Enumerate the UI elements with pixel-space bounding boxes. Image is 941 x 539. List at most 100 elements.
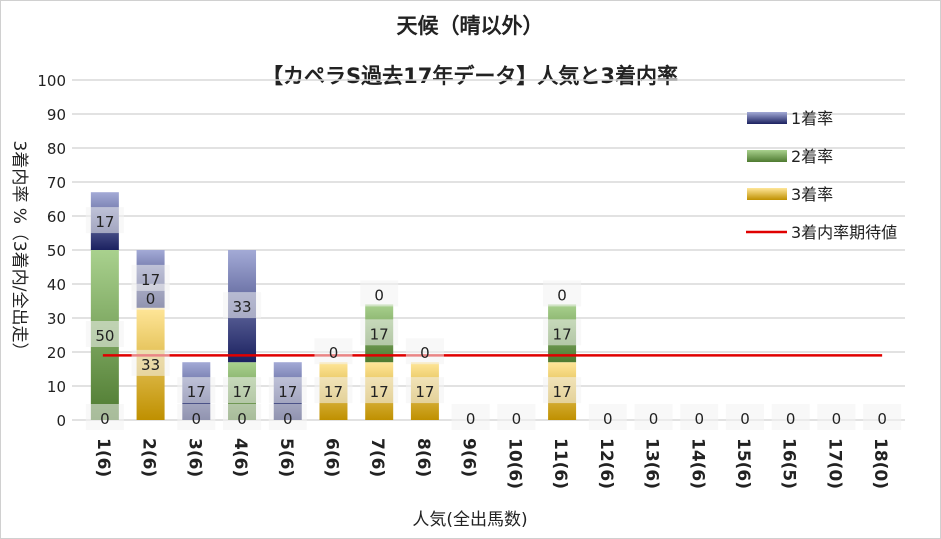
legend-swatch xyxy=(747,112,787,124)
x-tick-label: 2(6) xyxy=(139,438,159,477)
data-label-bg xyxy=(451,404,490,430)
data-label: 0 xyxy=(740,410,750,428)
data-label-bg xyxy=(223,377,262,404)
data-label: 0 xyxy=(786,410,796,428)
data-label: 17 xyxy=(415,383,434,401)
data-label: 17 xyxy=(553,325,572,343)
data-label-bg xyxy=(360,377,399,404)
data-label-bg xyxy=(817,404,856,430)
x-tick-label: 18(0) xyxy=(870,438,890,489)
x-tick-label: 1(6) xyxy=(93,438,113,477)
x-axis-label: 人気(全出馬数) xyxy=(412,510,527,530)
x-tick-label: 10(6) xyxy=(504,438,524,489)
data-label: 50 xyxy=(95,327,114,345)
data-label-bg xyxy=(634,404,673,430)
data-label: 17 xyxy=(232,383,251,401)
legend-label: 1着率 xyxy=(791,109,833,128)
data-label-bg xyxy=(725,404,764,430)
data-label-bg xyxy=(177,377,216,404)
data-label: 0 xyxy=(374,286,384,304)
data-label: 33 xyxy=(232,298,251,316)
x-tick-label: 15(6) xyxy=(733,438,753,489)
x-tick-label: 14(6) xyxy=(687,438,707,489)
data-label: 0 xyxy=(649,410,659,428)
legend-label: 3着内率期待値 xyxy=(791,223,897,242)
data-label-bg xyxy=(131,349,170,376)
data-label: 0 xyxy=(603,410,613,428)
y-tick-label: 20 xyxy=(47,344,66,362)
x-tick-label: 16(5) xyxy=(779,438,799,489)
data-label-bg xyxy=(588,404,627,430)
data-label: 0 xyxy=(329,344,339,362)
data-label: 0 xyxy=(466,410,476,428)
data-label: 17 xyxy=(187,383,206,401)
y-tick-label: 70 xyxy=(47,174,66,192)
data-label-bg xyxy=(314,338,353,365)
data-label: 17 xyxy=(370,383,389,401)
data-label: 0 xyxy=(694,410,704,428)
data-label-bg xyxy=(85,207,124,234)
data-label-bg xyxy=(543,280,582,307)
y-axis-label: 3着内率 %（3着内/全出走） xyxy=(9,141,29,360)
data-label: 17 xyxy=(324,383,343,401)
data-label: 0 xyxy=(877,410,887,428)
chart-title: 天候（晴以外） xyxy=(397,14,544,38)
data-label-bg xyxy=(360,280,399,307)
data-label-bg xyxy=(85,321,124,347)
data-label: 17 xyxy=(278,383,297,401)
data-label-bg xyxy=(268,404,307,430)
y-tick-label: 90 xyxy=(47,106,66,124)
y-tick-label: 30 xyxy=(47,310,66,328)
chart-subtitle: 【カペラS過去17年データ】人気と3着内率 xyxy=(262,64,678,88)
data-label-bg xyxy=(131,264,170,291)
legend-swatch xyxy=(747,150,787,162)
data-label: 17 xyxy=(141,271,160,289)
legend: 1着率 2着率 3着率 3着内率期待値 xyxy=(746,109,897,242)
data-label: 17 xyxy=(370,325,389,343)
data-label-bg xyxy=(405,377,444,404)
y-tick-label: 0 xyxy=(56,412,66,430)
data-label: 0 xyxy=(512,410,522,428)
data-label: 0 xyxy=(420,344,430,362)
x-tick-label: 11(6) xyxy=(550,438,570,489)
y-tick-label: 100 xyxy=(37,72,66,90)
data-label-bg xyxy=(497,404,536,430)
data-label: 0 xyxy=(283,410,293,428)
legend-label: 3着率 xyxy=(791,185,833,204)
x-tick-label: 17(0) xyxy=(824,438,844,489)
data-label: 0 xyxy=(192,410,202,428)
data-label: 33 xyxy=(141,356,160,374)
x-tick-label: 6(6) xyxy=(321,438,341,477)
data-label-bg xyxy=(680,404,719,430)
x-tick-label: 7(6) xyxy=(367,438,387,477)
x-tick-label: 4(6) xyxy=(230,438,250,477)
data-label: 0 xyxy=(832,410,842,428)
y-tick-label: 80 xyxy=(47,140,66,158)
data-label: 0 xyxy=(100,410,110,428)
x-tick-label: 12(6) xyxy=(596,438,616,489)
y-tick-label: 60 xyxy=(47,208,66,226)
data-label-bg xyxy=(543,319,582,346)
x-tick-label: 13(6) xyxy=(642,438,662,489)
y-tick-label: 50 xyxy=(47,242,66,260)
legend-swatch xyxy=(747,188,787,200)
data-label-bg xyxy=(863,404,902,430)
y-tick-label: 10 xyxy=(47,378,66,396)
data-label-bg xyxy=(543,377,582,404)
data-label: 0 xyxy=(146,290,156,308)
y-tick-label: 40 xyxy=(47,276,66,294)
x-tick-label: 3(6) xyxy=(184,438,204,477)
legend-label: 2着率 xyxy=(791,147,833,166)
data-label: 17 xyxy=(95,213,114,231)
x-tick-label: 9(6) xyxy=(459,438,479,477)
data-label: 17 xyxy=(553,383,572,401)
data-label-bg xyxy=(85,404,124,430)
x-tick-label: 8(6) xyxy=(413,438,433,477)
x-tick-label: 5(6) xyxy=(276,438,296,477)
data-label-bg xyxy=(360,319,399,346)
data-label-bg xyxy=(268,377,307,404)
data-label: 0 xyxy=(557,286,567,304)
data-label: 0 xyxy=(237,410,247,428)
data-label-bg xyxy=(223,292,262,319)
